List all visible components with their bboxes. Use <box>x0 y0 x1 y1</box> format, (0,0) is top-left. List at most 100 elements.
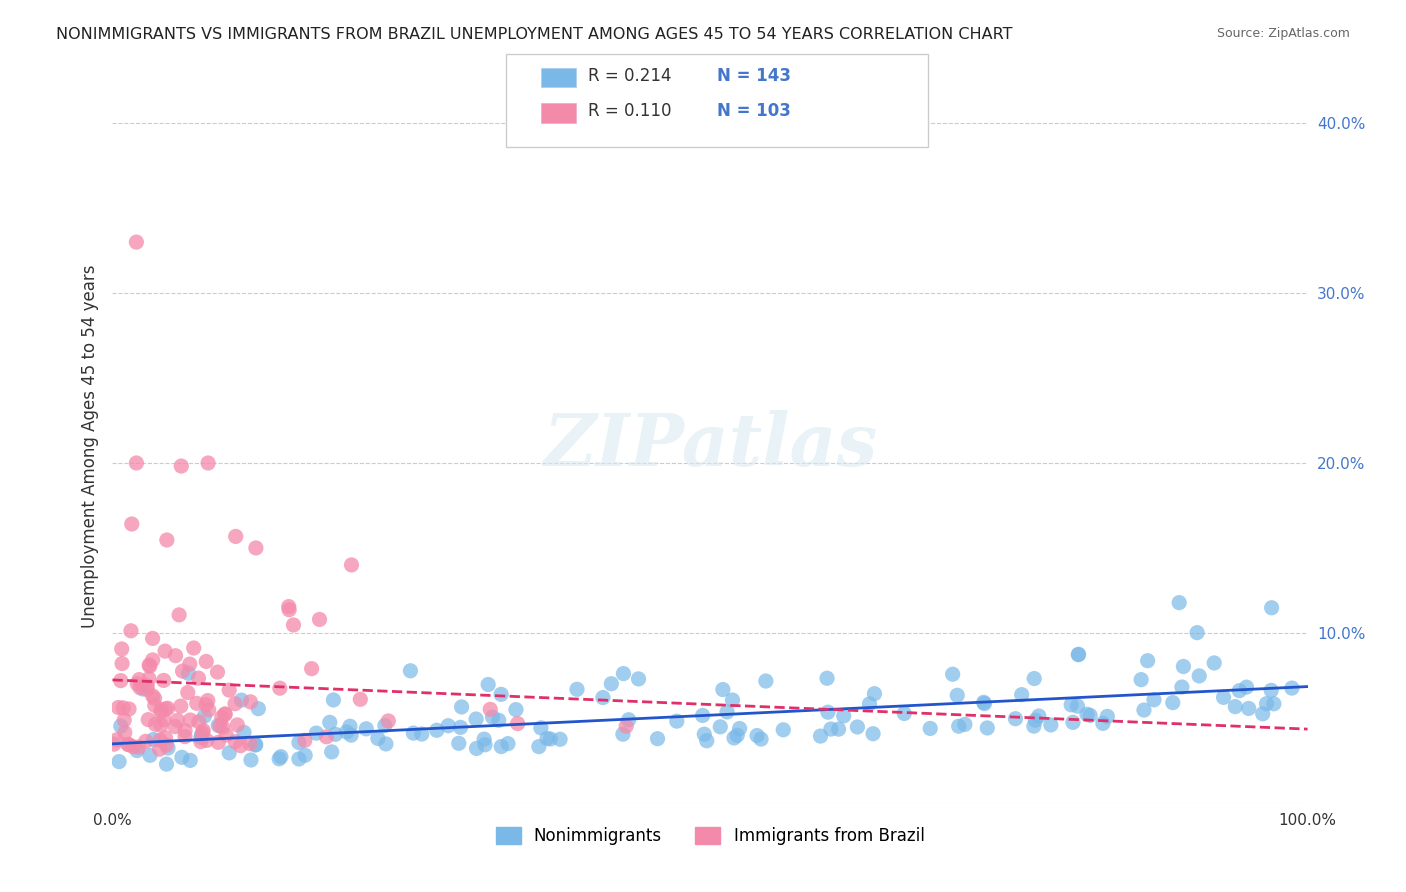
Nonimmigrants <box>1260 600 1282 615</box>
Immigrants from Brazil <box>142 632 165 646</box>
Nonimmigrants <box>772 723 794 737</box>
Immigrants from Brazil <box>142 689 165 703</box>
Nonimmigrants <box>474 738 496 752</box>
Nonimmigrants <box>447 736 470 750</box>
Nonimmigrants <box>846 720 869 734</box>
Nonimmigrants <box>693 727 716 741</box>
Text: ZIPatlas: ZIPatlas <box>543 410 877 482</box>
Immigrants from Brazil <box>226 718 249 732</box>
Immigrants from Brazil <box>117 738 139 752</box>
Nonimmigrants <box>155 757 177 772</box>
Immigrants from Brazil <box>105 732 128 747</box>
Nonimmigrants <box>193 709 215 723</box>
Immigrants from Brazil <box>143 691 166 706</box>
Nonimmigrants <box>156 741 179 756</box>
Nonimmigrants <box>496 737 519 751</box>
Immigrants from Brazil <box>197 693 219 707</box>
Immigrants from Brazil <box>127 677 149 691</box>
Nonimmigrants <box>294 748 316 763</box>
Nonimmigrants <box>647 731 669 746</box>
Nonimmigrants <box>245 738 267 752</box>
Nonimmigrants <box>270 749 292 764</box>
Immigrants from Brazil <box>191 725 214 739</box>
Nonimmigrants <box>450 700 472 714</box>
Nonimmigrants <box>721 693 744 707</box>
Nonimmigrants <box>527 739 550 754</box>
Nonimmigrants <box>139 748 162 763</box>
Nonimmigrants <box>692 708 714 723</box>
Immigrants from Brazil <box>340 558 363 572</box>
Immigrants from Brazil <box>156 533 179 547</box>
Nonimmigrants <box>1060 698 1083 712</box>
Immigrants from Brazil <box>245 541 267 555</box>
Immigrants from Brazil <box>149 733 172 747</box>
Immigrants from Brazil <box>207 735 229 749</box>
Nonimmigrants <box>948 719 970 733</box>
Immigrants from Brazil <box>111 657 134 671</box>
Nonimmigrants <box>1022 719 1045 733</box>
Immigrants from Brazil <box>269 681 291 696</box>
Text: NONIMMIGRANTS VS IMMIGRANTS FROM BRAZIL UNEMPLOYMENT AMONG AGES 45 TO 54 YEARS C: NONIMMIGRANTS VS IMMIGRANTS FROM BRAZIL … <box>56 27 1012 42</box>
Nonimmigrants <box>817 705 839 719</box>
Immigrants from Brazil <box>155 731 177 745</box>
Nonimmigrants <box>1225 699 1247 714</box>
Nonimmigrants <box>1251 706 1274 721</box>
Nonimmigrants <box>305 726 328 740</box>
Nonimmigrants <box>1133 703 1156 717</box>
Nonimmigrants <box>709 720 731 734</box>
Immigrants from Brazil <box>136 713 159 727</box>
Nonimmigrants <box>1039 718 1062 732</box>
Immigrants from Brazil <box>479 702 502 716</box>
Nonimmigrants <box>450 720 472 734</box>
Immigrants from Brazil <box>110 673 132 688</box>
Immigrants from Brazil <box>225 529 247 543</box>
Legend: Nonimmigrants, Immigrants from Brazil: Nonimmigrants, Immigrants from Brazil <box>489 820 931 852</box>
Immigrants from Brazil <box>186 696 208 710</box>
Immigrants from Brazil <box>197 703 219 717</box>
Nonimmigrants <box>374 737 396 751</box>
Nonimmigrants <box>374 718 396 732</box>
Immigrants from Brazil <box>170 458 193 473</box>
Immigrants from Brazil <box>138 672 160 686</box>
Nonimmigrants <box>973 697 995 711</box>
Immigrants from Brazil <box>208 719 231 733</box>
Nonimmigrants <box>233 725 256 739</box>
Nonimmigrants <box>536 731 558 746</box>
Nonimmigrants <box>269 752 291 766</box>
Nonimmigrants <box>696 733 718 747</box>
Nonimmigrants <box>725 728 748 742</box>
Immigrants from Brazil <box>107 700 129 714</box>
Nonimmigrants <box>1024 672 1046 686</box>
Nonimmigrants <box>339 719 361 733</box>
Nonimmigrants <box>207 718 229 732</box>
Nonimmigrants <box>1066 699 1088 714</box>
Immigrants from Brazil <box>165 648 187 663</box>
Nonimmigrants <box>231 693 253 707</box>
Nonimmigrants <box>190 728 212 742</box>
Immigrants from Brazil <box>170 699 193 714</box>
Immigrants from Brazil <box>128 740 150 755</box>
Nonimmigrants <box>402 726 425 740</box>
Nonimmigrants <box>1237 701 1260 715</box>
Immigrants from Brazil <box>136 679 159 693</box>
Nonimmigrants <box>820 722 842 736</box>
Nonimmigrants <box>617 713 640 727</box>
Nonimmigrants <box>411 727 433 741</box>
Nonimmigrants <box>340 728 363 742</box>
Immigrants from Brazil <box>301 662 323 676</box>
Nonimmigrants <box>973 695 995 709</box>
Nonimmigrants <box>319 715 342 730</box>
Nonimmigrants <box>142 732 165 747</box>
Nonimmigrants <box>592 690 614 705</box>
Nonimmigrants <box>488 714 510 728</box>
Nonimmigrants <box>627 672 650 686</box>
Immigrants from Brazil <box>190 734 212 748</box>
Immigrants from Brazil <box>153 644 176 658</box>
Nonimmigrants <box>218 746 240 760</box>
Nonimmigrants <box>538 731 561 746</box>
Nonimmigrants <box>465 712 488 726</box>
Nonimmigrants <box>1091 716 1114 731</box>
Immigrants from Brazil <box>377 714 399 728</box>
Immigrants from Brazil <box>214 706 236 721</box>
Nonimmigrants <box>745 729 768 743</box>
